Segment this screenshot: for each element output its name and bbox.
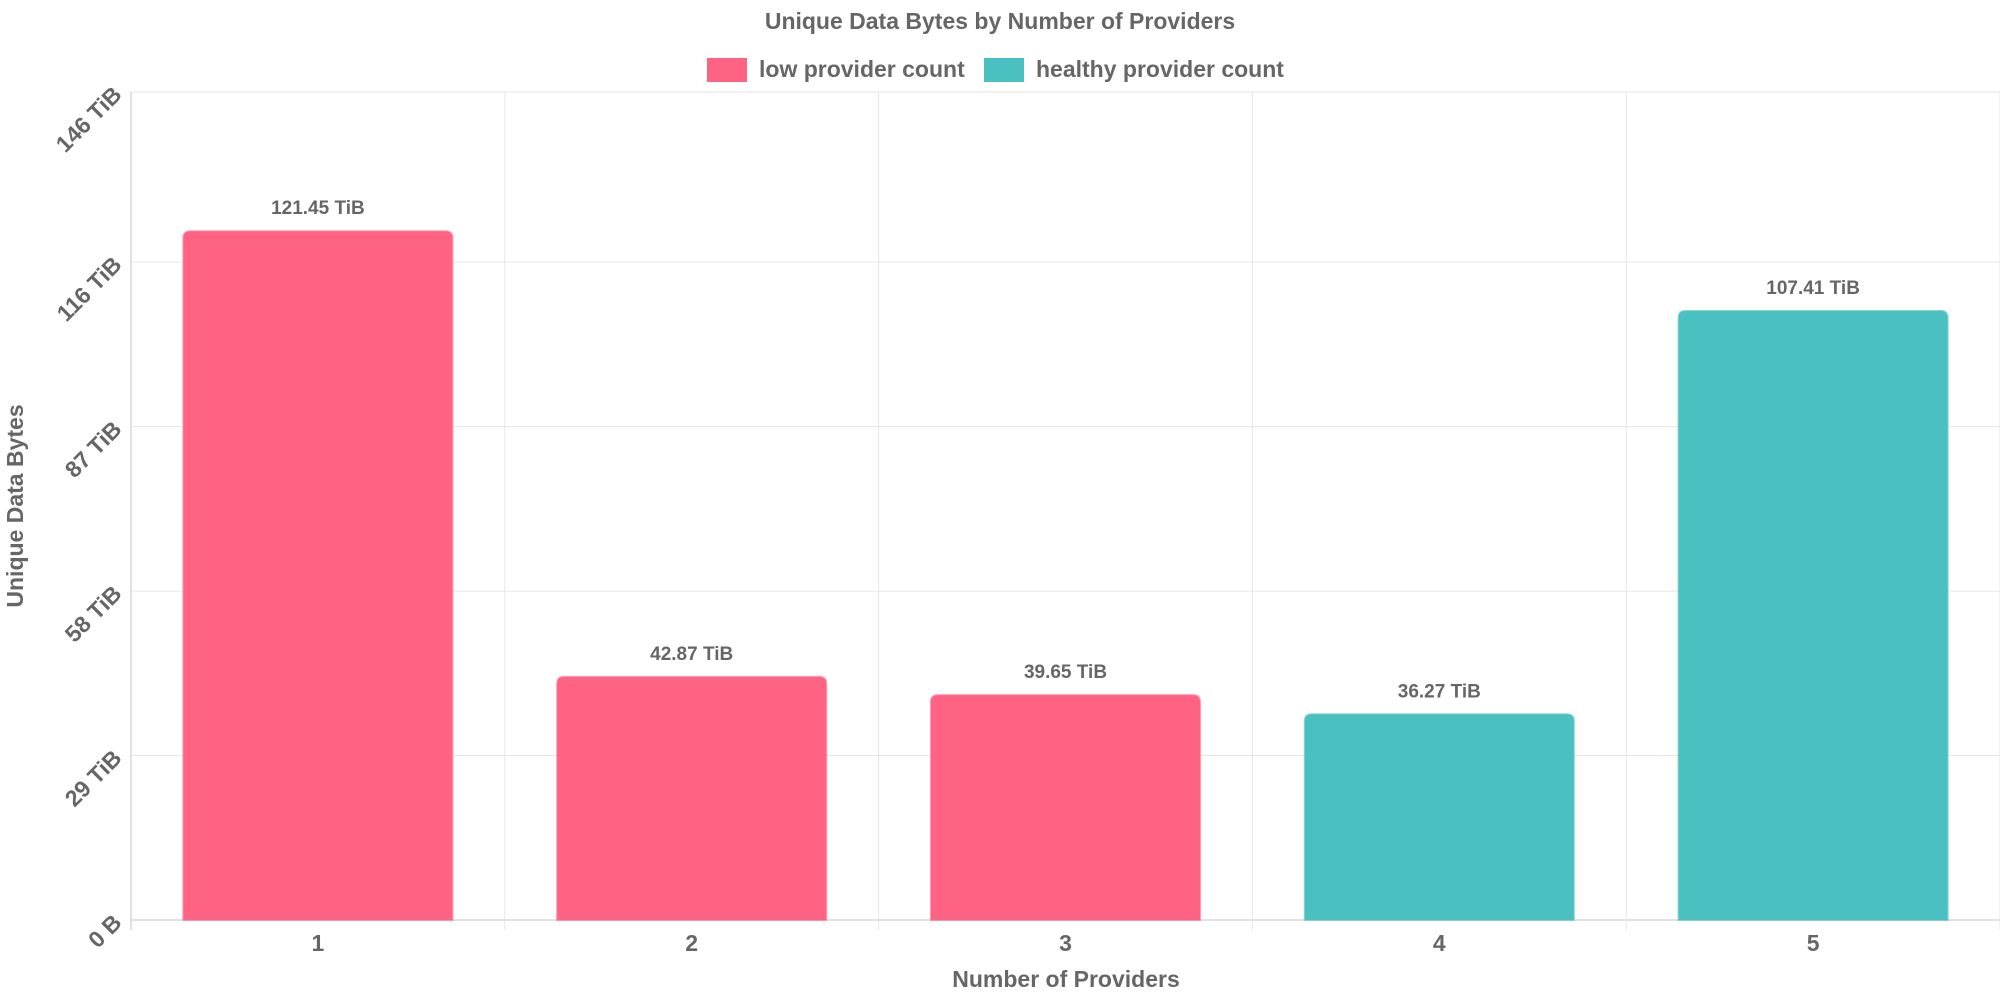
y-tick-label: 146 TiB	[51, 81, 127, 157]
data-label: 107.41 TiB	[1766, 278, 1860, 299]
data-labels: 121.45 TiB 42.87 TiB 39.65 TiB 36.27 TiB 107…	[271, 198, 1860, 702]
chart-title: Unique Data Bytes by Number of Providers	[765, 8, 1235, 34]
bar	[929, 694, 1202, 921]
x-axis-title: Number of Providers	[952, 966, 1180, 992]
x-tick-label: 5	[1807, 930, 1820, 956]
data-label: 39.65 TiB	[1024, 662, 1107, 683]
legend-label: healthy provider count	[1036, 56, 1284, 82]
bars	[182, 230, 1949, 921]
x-axis-ticks: 1 2 3 4 5	[312, 930, 1820, 956]
legend-label: low provider count	[759, 56, 965, 82]
x-tick-label: 3	[1059, 930, 1072, 956]
bar	[182, 230, 454, 921]
x-tick-label: 2	[685, 930, 698, 956]
bar	[556, 675, 828, 921]
y-tick-label: 58 TiB	[60, 580, 127, 647]
data-label: 121.45 TiB	[271, 198, 365, 219]
y-tick-label: 29 TiB	[60, 745, 127, 812]
y-tick-label: 0 B	[83, 909, 127, 953]
x-tick-label: 1	[312, 930, 325, 956]
y-axis-ticks: 0 B 29 TiB 58 TiB 87 TiB 116 TiB 146 TiB	[51, 81, 127, 953]
y-axis-title: Unique Data Bytes	[2, 404, 28, 607]
x-tick-label: 4	[1433, 930, 1446, 956]
data-label: 42.87 TiB	[650, 644, 733, 665]
legend-swatch	[984, 58, 1024, 82]
legend-swatch	[707, 58, 747, 82]
y-tick-label: 116 TiB	[51, 251, 126, 326]
data-label: 36.27 TiB	[1398, 681, 1481, 702]
bar	[1677, 309, 1949, 921]
bar	[1303, 713, 1575, 921]
y-tick-label: 87 TiB	[60, 416, 127, 483]
legend: low provider count healthy provider count	[707, 56, 1284, 82]
